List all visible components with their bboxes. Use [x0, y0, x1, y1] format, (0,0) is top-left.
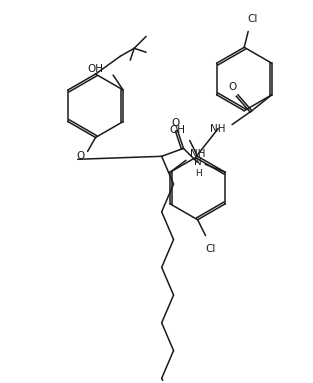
Text: H: H: [195, 169, 202, 178]
Text: O: O: [77, 151, 85, 161]
Text: OH: OH: [170, 124, 186, 134]
Text: Cl: Cl: [205, 244, 216, 254]
Text: Cl: Cl: [247, 13, 257, 23]
Text: NH: NH: [210, 124, 226, 134]
Text: NH: NH: [190, 149, 206, 159]
Text: N: N: [194, 157, 202, 167]
Text: O: O: [228, 82, 236, 92]
Text: O: O: [172, 118, 180, 128]
Text: OH: OH: [87, 64, 103, 74]
